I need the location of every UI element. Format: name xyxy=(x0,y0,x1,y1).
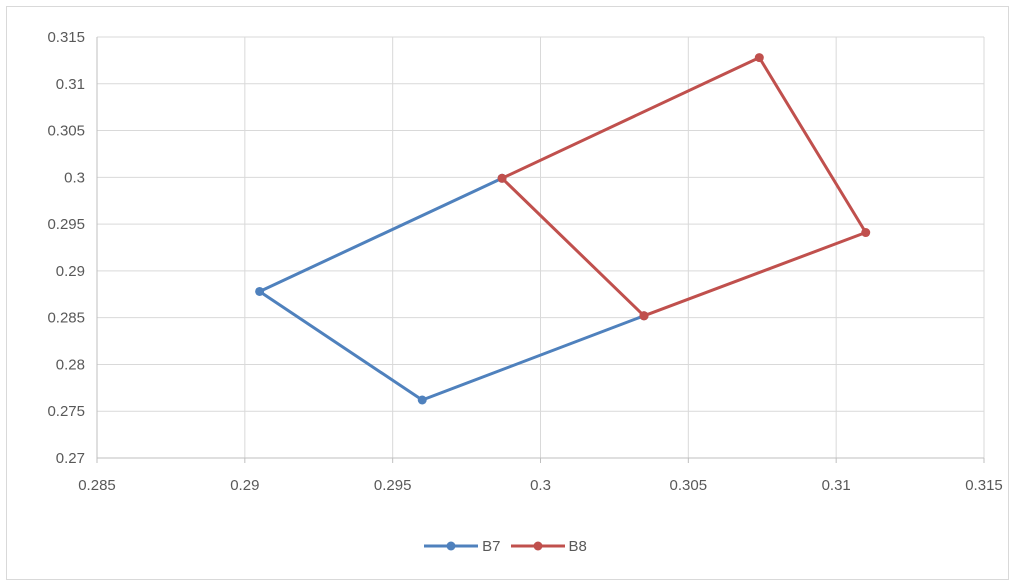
data-point xyxy=(861,228,871,238)
series-b7 xyxy=(255,173,649,405)
data-point xyxy=(255,286,265,296)
data-point xyxy=(754,53,764,63)
legend-label: B8 xyxy=(568,537,587,555)
series-b8 xyxy=(497,53,871,321)
legend-marker xyxy=(424,541,479,551)
y-tick-label: 0.285 xyxy=(47,310,85,327)
data-point xyxy=(639,311,649,321)
x-tick-label: 0.305 xyxy=(670,477,708,494)
x-tick-label: 0.285 xyxy=(78,477,116,494)
legend-item-b7: B7 xyxy=(424,537,501,555)
y-tick-label: 0.28 xyxy=(56,356,85,373)
y-tick-label: 0.315 xyxy=(47,29,85,46)
legend: B7 B8 xyxy=(0,535,1011,557)
data-point xyxy=(417,395,427,405)
legend-marker xyxy=(510,541,565,551)
series-layer xyxy=(255,53,871,405)
y-tick-label: 0.29 xyxy=(56,263,85,280)
y-tick-label: 0.27 xyxy=(56,450,85,467)
chart-area xyxy=(6,6,1009,580)
gridlines xyxy=(96,36,985,459)
x-tick-label: 0.3 xyxy=(530,477,551,494)
y-tick-label: 0.295 xyxy=(47,216,85,233)
legend-item-b8: B8 xyxy=(510,537,587,555)
axes: 0.27 0.275 0.28 0.285 0.29 0.295 0.3 0.305 0.31 0… xyxy=(47,29,1002,494)
x-tick-label: 0.295 xyxy=(374,477,412,494)
y-tick-label: 0.3 xyxy=(64,169,85,186)
series-line xyxy=(258,176,645,402)
y-tick-label: 0.305 xyxy=(47,123,85,140)
y-tick-label: 0.31 xyxy=(56,76,85,93)
x-tick-label: 0.315 xyxy=(965,477,1003,494)
legend-label: B7 xyxy=(482,537,501,555)
x-tick-label: 0.29 xyxy=(230,477,259,494)
series-line xyxy=(500,56,868,318)
data-point xyxy=(497,173,507,183)
x-tick-label: 0.31 xyxy=(822,477,851,494)
y-tick-label: 0.275 xyxy=(47,403,85,420)
